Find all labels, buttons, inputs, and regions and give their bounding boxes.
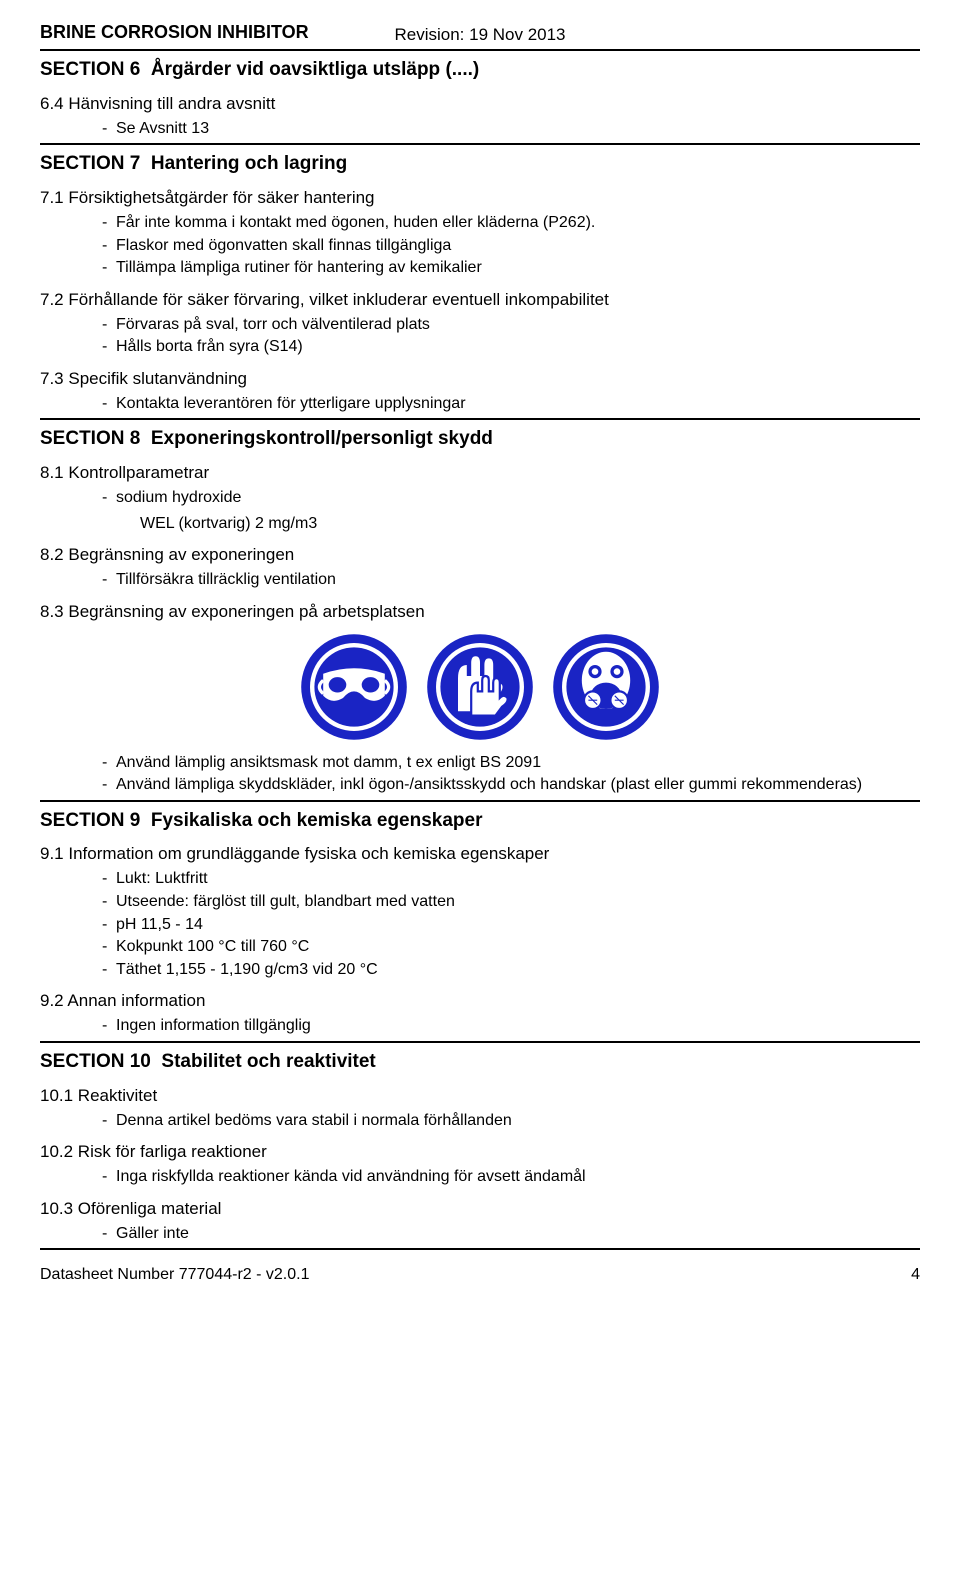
section7-sub2: 7.2 Förhållande för säker förvaring, vil… <box>40 289 920 312</box>
section10-sub3: 10.3 Oförenliga material <box>40 1198 920 1221</box>
footer-left: Datasheet Number 777044-r2 - v2.0.1 <box>40 1264 309 1286</box>
list-item: Lukt: Luktfritt <box>102 868 920 890</box>
section10-sub1: 10.1 Reaktivitet <box>40 1085 920 1108</box>
list-item: Kontakta leverantören för ytterligare up… <box>102 393 920 415</box>
divider <box>40 418 920 420</box>
section7-heading: SECTION 7 Hantering och lagring <box>40 151 920 177</box>
ppe-icons <box>40 632 920 742</box>
list-item: Tillförsäkra tillräcklig ventilation <box>102 569 920 591</box>
section9-heading: SECTION 9 Fysikaliska och kemiska egensk… <box>40 808 920 834</box>
list-item: Ingen information tillgänglig <box>102 1015 920 1037</box>
divider <box>40 1248 920 1250</box>
goggles-icon <box>299 632 409 742</box>
document-page: BRINE CORROSION INHIBITOR Revision: 19 N… <box>0 0 960 1296</box>
list-item: Denna artikel bedöms vara stabil i norma… <box>102 1110 920 1132</box>
list-item: Se Avsnitt 13 <box>102 118 920 140</box>
list-item: Flaskor med ögonvatten skall finnas till… <box>102 235 920 257</box>
divider <box>40 800 920 802</box>
list-item: Gäller inte <box>102 1223 920 1245</box>
section8-sub3: 8.3 Begränsning av exponeringen på arbet… <box>40 601 920 624</box>
section8-sub1: 8.1 Kontrollparametrar <box>40 462 920 485</box>
footer-page: 4 <box>911 1264 920 1286</box>
section6-heading: SECTION 6 Årgärder vid oavsiktliga utslä… <box>40 57 920 83</box>
list-item: Täthet 1,155 - 1,190 g/cm3 vid 20 °C <box>102 959 920 981</box>
section8-sub2: 8.2 Begränsning av exponeringen <box>40 544 920 567</box>
section9-sub1: 9.1 Information om grundläggande fysiska… <box>40 843 920 866</box>
section7-sub3: 7.3 Specifik slutanvändning <box>40 368 920 391</box>
section7-sub1: 7.1 Försiktighetsåtgärder för säker hant… <box>40 187 920 210</box>
list-item: Hålls borta från syra (S14) <box>102 336 920 358</box>
respirator-icon <box>551 632 661 742</box>
section10-sub2: 10.2 Risk för farliga reaktioner <box>40 1141 920 1164</box>
list-item: Kokpunkt 100 °C till 760 °C <box>102 936 920 958</box>
footer: Datasheet Number 777044-r2 - v2.0.1 4 <box>40 1264 920 1286</box>
divider <box>40 143 920 145</box>
list-item: Utseende: färglöst till gult, blandbart … <box>102 891 920 913</box>
list-item: Inga riskfyllda reaktioner kända vid anv… <box>102 1166 920 1188</box>
section6-sub: 6.4 Hänvisning till andra avsnitt <box>40 93 920 116</box>
list-item: Använd lämplig ansiktsmask mot damm, t e… <box>102 752 920 774</box>
section10-heading: SECTION 10 Stabilitet och reaktivitet <box>40 1049 920 1075</box>
section9-sub2: 9.2 Annan information <box>40 990 920 1013</box>
section8-heading: SECTION 8 Exponeringskontroll/personligt… <box>40 426 920 452</box>
list-item: Tillämpa lämpliga rutiner för hantering … <box>102 257 920 279</box>
list-item: pH 11,5 - 14 <box>102 914 920 936</box>
list-item: Får inte komma i kontakt med ögonen, hud… <box>102 212 920 234</box>
divider <box>40 49 920 51</box>
divider <box>40 1041 920 1043</box>
list-item: sodium hydroxide <box>102 487 920 509</box>
gloves-icon <box>425 632 535 742</box>
list-item: Förvaras på sval, torr och välventilerad… <box>102 314 920 336</box>
list-item: Använd lämpliga skyddskläder, inkl ögon-… <box>102 774 920 796</box>
list-item-sub: WEL (kortvarig) 2 mg/m3 <box>40 513 920 535</box>
